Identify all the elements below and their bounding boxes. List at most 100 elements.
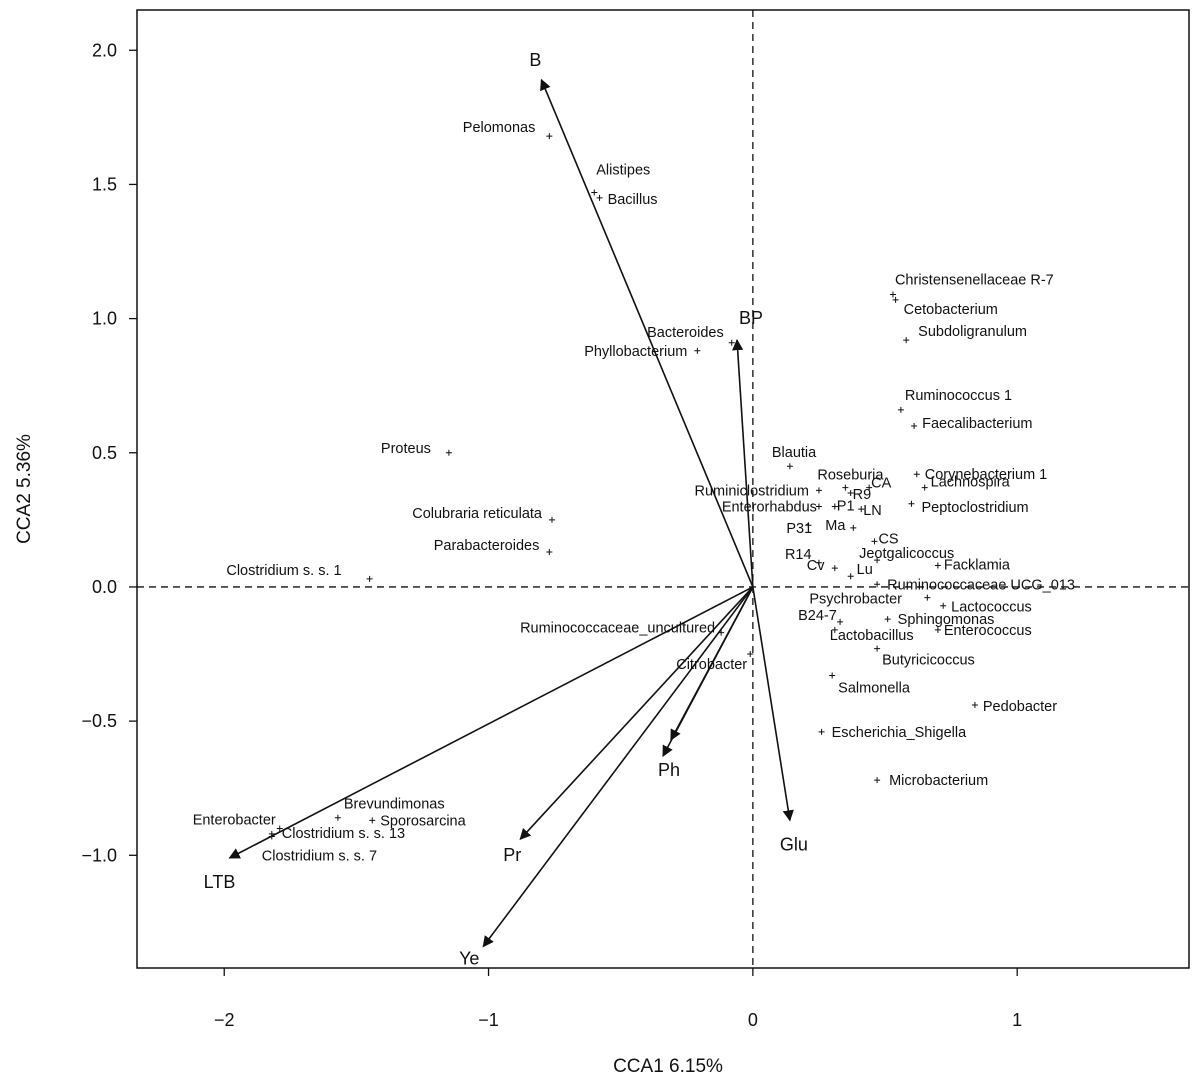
species-label-bacteroides: Bacteroides (647, 325, 724, 341)
x-tick-label: 1 (1012, 1010, 1022, 1030)
species-label-corynebacterium-1: Corynebacterium 1 (925, 467, 1048, 483)
site-point-cs (871, 538, 878, 545)
species-point-enterobacter (276, 825, 283, 832)
site-label-cv: Cv (807, 558, 825, 574)
vector-label-glu: Glu (780, 834, 808, 854)
site-point-p1 (831, 503, 838, 510)
site-point-ma (850, 524, 857, 531)
species-label-butyricicoccus: Butyricicoccus (882, 653, 975, 669)
y-axis-label: CCA2 5.36% (14, 434, 35, 544)
species-point-escherichia-shigella (818, 728, 825, 735)
species-point-christensenellaceae-r-7 (889, 291, 896, 298)
species-point-faecalibacterium (911, 422, 918, 429)
species-point-ruminococcaceae-ucg-013 (874, 581, 881, 588)
species-label-lachnospira: Lachnospira (931, 475, 1011, 491)
species-point-microbacterium (874, 777, 881, 784)
species-label-sporosarcina: Sporosarcina (380, 813, 466, 829)
species-point-brevundimonas (334, 814, 341, 821)
arrow-pr (519, 586, 754, 841)
y-tick-label: 0.5 (92, 443, 117, 463)
species-point-subdoligranulum (903, 337, 910, 344)
species-label-pelomonas: Pelomonas (463, 120, 536, 136)
reference-lines (137, 10, 1189, 968)
species-point-ruminococcaceae-uncultured (718, 629, 725, 636)
species-point-sphingomonas (884, 616, 891, 623)
x-tick-label: −1 (478, 1010, 499, 1030)
species-label-enterorhabdus: Enterorhabdus (722, 499, 817, 515)
species-label-ruminococcaceae-uncultured: Ruminococcaceae_uncultured (520, 621, 715, 637)
species-label-phyllobacterium: Phyllobacterium (584, 344, 687, 360)
vector-label-b: B (529, 50, 541, 70)
species-label-jeotgalicoccus: Jeotgalicoccus (859, 546, 954, 562)
species-point-butyricicoccus (874, 645, 881, 652)
site-point-p31 (805, 522, 812, 529)
species-point-lactococcus (940, 602, 947, 609)
y-tick-label: 0.0 (92, 577, 117, 597)
arrow-bp (732, 338, 754, 587)
site-point-ca (866, 484, 873, 491)
species-point-lachnospira (921, 484, 928, 491)
species-point-facklamia (934, 562, 941, 569)
y-tick-label: 1.5 (92, 174, 117, 194)
species-label-subdoligranulum: Subdoligranulum (918, 324, 1027, 340)
species-label-brevundimonas: Brevundimonas (344, 797, 445, 813)
species-point-corynebacterium-1 (913, 471, 920, 478)
y-tick-label: 1.0 (92, 309, 117, 329)
species-label-blautia: Blautia (772, 445, 817, 461)
species-point-ruminiclostridium (815, 487, 822, 494)
vector-label-pr: Pr (503, 845, 521, 865)
species-label-salmonella: Salmonella (838, 681, 911, 697)
species-label-ruminiclostridium: Ruminiclostridium (695, 483, 809, 499)
species-point-phyllobacterium (694, 347, 701, 354)
species-label-parabacteroides: Parabacteroides (434, 538, 540, 554)
axis-ticks: −2 −1 0 1 −1.0 −0.5 0.0 0.5 1.0 1.5 2.0 (81, 40, 1022, 1030)
species-label-microbacterium: Microbacterium (889, 773, 988, 789)
species-label-cetobacterium: Cetobacterium (904, 302, 998, 318)
species-label-lactococcus: Lactococcus (951, 600, 1032, 616)
species-point-pelomonas (546, 133, 553, 140)
y-tick-label: 2.0 (92, 40, 117, 60)
species-point-blautia (786, 463, 793, 470)
site-label-ma: Ma (825, 518, 846, 534)
arrow-unlabeled (670, 586, 754, 741)
species-point-cetobacterium (892, 296, 899, 303)
species-label-clostridium-s-s-1: Clostridium s. s. 1 (226, 563, 341, 579)
vector-label-ye: Ye (459, 949, 479, 969)
arrow-ltb (228, 586, 754, 859)
plot-frame (136, 9, 1190, 969)
y-tick-label: −1.0 (81, 845, 117, 865)
species-label-ruminococcaceae-ucg-013: Ruminococcaceae UCG_013 (887, 577, 1075, 593)
species-point-peptoclostridium (908, 500, 915, 507)
species-point-colubraria-reticulata (548, 516, 555, 523)
site-label-r14: R14 (785, 547, 812, 563)
site-label-ln: LN (863, 503, 882, 519)
species-label-christensenellaceae-r-7: Christensenellaceae R-7 (895, 272, 1054, 288)
site-label-ca: CA (871, 476, 891, 492)
x-tick-label: 0 (748, 1010, 758, 1030)
species-label-roseburia: Roseburia (817, 468, 884, 484)
species-point-bacillus (596, 194, 603, 201)
species-label-clostridium-s-s-7: Clostridium s. s. 7 (262, 849, 377, 865)
species-point-salmonella (829, 672, 836, 679)
site-label-r9: R9 (853, 487, 872, 503)
species-label-pedobacter: Pedobacter (983, 699, 1057, 715)
site-point-ln (858, 506, 865, 513)
species-point-clostridium-s-s-7 (268, 833, 275, 840)
species-label-ruminococcus-1: Ruminococcus 1 (905, 388, 1012, 404)
vector-label-ltb: LTB (204, 872, 236, 892)
species-point-proteus (445, 449, 452, 456)
y-tick-label: −0.5 (81, 711, 117, 731)
species-label-colubraria-reticulata: Colubraria reticulata (412, 506, 543, 522)
species-point-pedobacter (971, 702, 978, 709)
species-label-enterobacter: Enterobacter (193, 812, 276, 828)
species-point-roseburia (842, 484, 849, 491)
arrow-b (540, 78, 754, 588)
species-point-lactobacillus (831, 626, 838, 633)
vector-label-ph: Ph (658, 760, 680, 780)
species-label-faecalibacterium: Faecalibacterium (922, 416, 1032, 432)
species-point-parabacteroides (546, 549, 553, 556)
species-label-psychrobacter: Psychrobacter (809, 592, 902, 608)
environmental-vectors: B BP Ph Pr Ye LTB Glu (204, 50, 808, 969)
species-label-peptoclostridium: Peptoclostridium (921, 500, 1028, 516)
species-label-lactobacillus: Lactobacillus (830, 628, 914, 644)
